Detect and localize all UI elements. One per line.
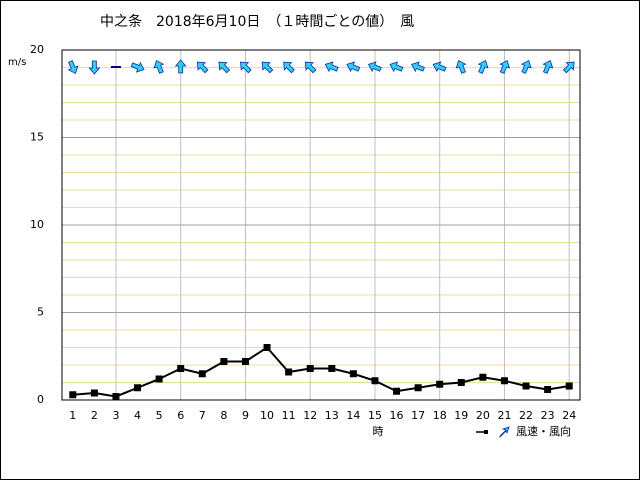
wind-arrow — [240, 61, 252, 74]
x-tick-label: 22 — [519, 409, 533, 422]
wind-arrow — [389, 61, 404, 73]
x-tick-label: 3 — [112, 409, 119, 422]
x-tick-label: 11 — [282, 409, 296, 422]
chart-title: 中之条 2018年6月10日 （１時間ごとの値） 風 — [100, 13, 414, 30]
x-axis-label: 時 — [373, 425, 384, 438]
wind-arrow — [520, 59, 532, 74]
x-tick-label: 16 — [390, 409, 404, 422]
wind-arrow — [432, 61, 447, 73]
x-tick-label: 4 — [134, 409, 141, 422]
point-marker — [500, 377, 508, 385]
x-tick-label: 9 — [242, 409, 249, 422]
point-marker — [241, 358, 249, 365]
x-tick-label: 8 — [220, 409, 227, 422]
x-tick-label: 14 — [346, 409, 360, 422]
x-tick-label: 6 — [177, 409, 184, 422]
point-marker — [457, 379, 465, 386]
point-marker — [522, 382, 530, 390]
wind-arrow — [153, 59, 165, 74]
point-marker — [544, 386, 552, 393]
legend: 風速・風向 — [476, 424, 571, 438]
wind-arrow — [218, 61, 231, 74]
x-tick-label: 1 — [69, 409, 76, 422]
x-tick-label: 23 — [541, 409, 555, 422]
point-marker — [155, 375, 163, 383]
point-marker — [220, 358, 228, 365]
x-tick-label: 18 — [433, 409, 447, 422]
point-marker — [414, 384, 422, 392]
point-marker — [69, 391, 77, 399]
wind-arrow — [130, 61, 145, 73]
wind-arrow — [196, 61, 209, 74]
x-tick-label: 7 — [199, 409, 206, 422]
y-tick-label: 0 — [37, 393, 44, 406]
x-tick-label: 17 — [411, 409, 425, 422]
wind-arrow — [542, 59, 554, 74]
point-marker — [90, 389, 98, 397]
x-tick-label: 19 — [454, 409, 468, 422]
point-marker — [328, 365, 336, 372]
point-marker — [198, 370, 206, 378]
wind-arrow — [88, 60, 101, 75]
point-marker — [436, 380, 444, 388]
x-tick-label: 15 — [368, 409, 382, 422]
y-tick-label: 15 — [30, 131, 44, 144]
legend-arrow — [499, 426, 510, 438]
wind-arrow — [455, 59, 467, 74]
point-marker — [349, 370, 357, 378]
wind-arrow — [283, 61, 295, 74]
x-tick-label: 20 — [476, 409, 490, 422]
wind-arrow — [304, 61, 317, 74]
point-marker — [371, 377, 379, 385]
wind-arrow — [67, 60, 79, 75]
wind-arrow — [324, 61, 339, 73]
point-marker — [285, 368, 293, 376]
point-marker — [306, 365, 314, 372]
wind-arrow — [499, 59, 511, 74]
wind-arrow — [346, 61, 361, 73]
x-tick-label: 5 — [156, 409, 163, 422]
y-tick-label: 20 — [30, 43, 44, 56]
x-tick-label: 24 — [562, 409, 576, 422]
x-tick-label: 2 — [91, 409, 98, 422]
x-tick-label: 13 — [325, 409, 339, 422]
wind-arrow — [261, 61, 274, 74]
wind-arrow — [411, 61, 425, 73]
y-tick-label: 10 — [30, 218, 44, 231]
point-marker — [134, 384, 142, 392]
point-marker — [393, 387, 401, 395]
wind-arrow — [562, 61, 575, 74]
y-axis-label: m/s — [8, 57, 26, 68]
x-tick-label: 12 — [303, 409, 317, 422]
x-tick-label: 21 — [497, 409, 511, 422]
x-tick-label: 10 — [260, 409, 274, 422]
plot-border — [61, 49, 581, 401]
series-line — [72, 346, 570, 398]
wind-arrow — [174, 59, 187, 74]
wind-arrow — [477, 59, 489, 74]
y-tick-label: 5 — [37, 306, 44, 319]
legend-marker — [484, 430, 488, 434]
legend-label: 風速・風向 — [516, 424, 571, 438]
point-marker — [565, 382, 573, 390]
point-marker — [112, 393, 120, 400]
point-marker — [177, 365, 185, 372]
point-marker — [479, 373, 487, 381]
point-marker — [263, 344, 271, 351]
wind-arrow — [367, 61, 382, 73]
